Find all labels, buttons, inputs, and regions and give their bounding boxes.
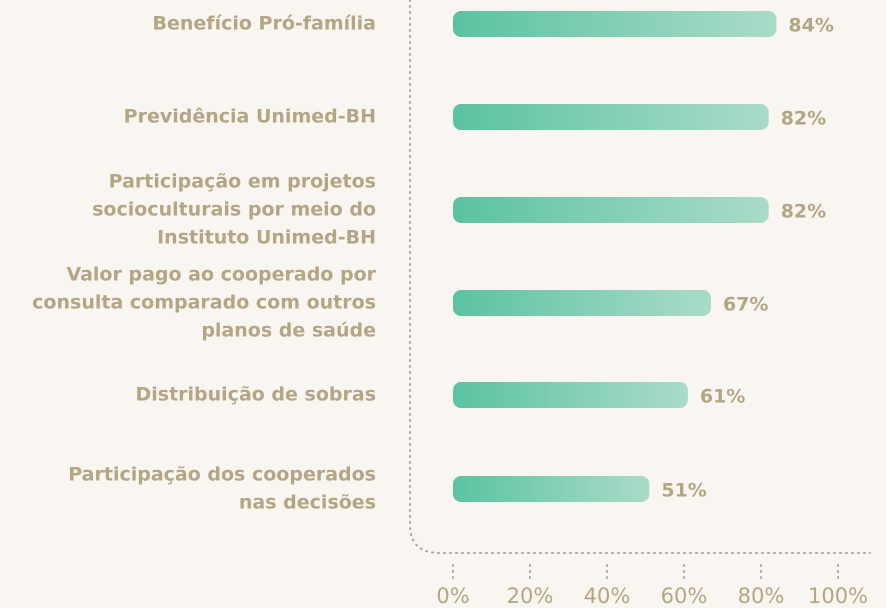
category-label: Previdência Unimed-BH — [124, 106, 376, 128]
category-label: Benefício Pró-família — [153, 13, 376, 35]
bar — [453, 11, 777, 37]
category-label: Valor pago ao cooperado por — [66, 264, 376, 286]
bar — [453, 197, 769, 223]
category-label: nas decisões — [239, 492, 376, 514]
bar — [453, 382, 688, 408]
x-tick-label: 0% — [436, 584, 469, 608]
value-label: 61% — [700, 386, 745, 408]
x-tick-label: 20% — [507, 584, 554, 608]
value-label: 82% — [781, 201, 826, 223]
x-tick-label: 100% — [808, 584, 868, 608]
category-label: Distribuição de sobras — [135, 384, 376, 406]
bar — [453, 104, 769, 130]
axis-line — [409, 0, 871, 554]
value-label: 51% — [661, 480, 706, 502]
x-tick-label: 80% — [738, 584, 785, 608]
value-label: 84% — [788, 15, 833, 37]
category-label: Participação dos cooperados — [68, 464, 376, 486]
x-tick-label: 60% — [661, 584, 708, 608]
category-label: Instituto Unimed-BH — [157, 227, 376, 249]
category-label: Participação em projetos — [109, 171, 376, 193]
x-tick-label: 40% — [584, 584, 631, 608]
category-label: socioculturais por meio do — [92, 199, 376, 221]
category-label: planos de saúde — [201, 320, 376, 342]
bar — [453, 290, 711, 316]
value-label: 67% — [723, 294, 768, 316]
bar — [453, 476, 650, 502]
value-label: 82% — [781, 108, 826, 130]
category-label: consulta comparado com outros — [32, 292, 376, 314]
